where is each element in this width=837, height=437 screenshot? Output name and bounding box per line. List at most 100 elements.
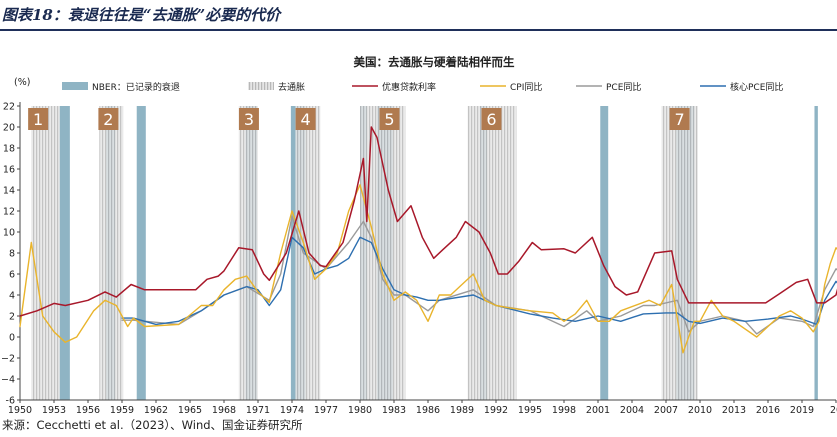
legend-item-nber: NBER：已记录的衰退 [62,81,180,93]
legend: NBER：已记录的衰退 去通胀 优惠贷款利率 CPI同比 PCE同比 核心PCE同比 [62,81,783,93]
x-tick-label: 2004 [620,405,644,416]
y-tick-label: −4 [1,375,15,386]
x-tick-label: 1956 [76,405,100,416]
x-tick-label: 2013 [722,405,746,416]
legend-label: CPI同比 [510,81,542,93]
disinflation-band [467,106,517,400]
episode-badge-label: 2 [103,110,113,129]
series-line-prime-rate [19,126,837,317]
y-tick-label: 6 [9,270,15,281]
x-tick-label: 1983 [382,405,406,416]
x-tick-label: 20 [830,405,837,416]
x-tick-label: 1968 [212,405,236,416]
y-tick-label: 22 [3,102,15,113]
disinflation-band [238,106,258,400]
episode-badge: 3 [238,108,259,130]
x-tick-label: 1974 [280,405,304,416]
disinflation-band [661,106,698,400]
episode-badge-box [98,108,119,130]
y-tick-label: 18 [3,144,15,155]
x-tick-label: 1986 [416,405,440,416]
legend-swatch [62,82,88,90]
y-tick-label: −2 [1,354,15,365]
x-tick-label: 1992 [484,405,508,416]
legend-label: 去通胀 [278,81,305,93]
episode-badge-box [238,108,259,130]
x-tick-label: 1980 [348,405,372,416]
x-tick-label: 1962 [144,405,168,416]
episode-badge-label: 3 [244,110,254,129]
episode-badge-box [295,108,316,130]
y-axis-unit: (%) [14,77,30,88]
y-tick-label: 4 [9,291,15,302]
episode-badge-box [28,108,49,130]
x-tick-label: 1953 [42,405,66,416]
x-tick-label: 2001 [586,405,610,416]
y-tick-label: 2 [9,312,15,323]
episode-badge: 1 [28,108,49,130]
legend-swatch [248,82,274,90]
disinflation-band [99,106,124,400]
y-tick-label: -6 [6,396,15,407]
x-tick-label: 1971 [246,405,270,416]
episode-badge-box [481,108,502,130]
episode-badge-label: 5 [384,110,394,129]
legend-label: NBER：已记录的衰退 [92,81,180,93]
episode-badge: 7 [669,108,690,130]
legend-item-core-pce: 核心PCE同比 [700,81,783,93]
episode-badge: 4 [295,108,316,130]
x-tick-label: 2019 [790,405,814,416]
legend-label: PCE同比 [606,81,641,93]
episode-badge-label: 1 [33,110,43,129]
y-tick-label: 20 [3,123,15,134]
x-tick-label: 2007 [654,405,678,416]
episode-badge: 6 [481,108,502,130]
disinflation-band [360,106,406,400]
disinflation-band [295,106,321,400]
x-tick-label: 1950 [8,405,32,416]
legend-item-pce: PCE同比 [576,81,641,93]
y-tick-label: 14 [3,186,15,197]
disinflation-band [31,106,60,400]
figure-header: 图表18：衰退往往是“去通胀”必要的代价 [0,0,837,40]
y-tick-label: 12 [3,207,15,218]
x-tick-label: 1995 [518,405,542,416]
legend-label: 优惠贷款利率 [382,81,436,93]
x-tick-label: 2010 [688,405,712,416]
x-tick-label: 1977 [314,405,338,416]
chart-title: 美国：去通胀与硬着陆相伴而生 [354,55,515,69]
y-tick-label: 16 [3,165,15,176]
legend-item-cpi: CPI同比 [480,81,542,93]
series-lines [19,126,837,354]
recession-band [136,106,146,400]
episode-badge-box [379,108,400,130]
episode-badge: 5 [379,108,400,130]
episode-badge-label: 7 [675,110,685,129]
recession-band [814,106,818,400]
x-tick-label: 1989 [450,405,474,416]
y-tick-label: 8 [9,249,15,260]
episode-badge: 2 [98,108,119,130]
header-divider [0,29,837,31]
episode-badge-label: 6 [486,110,496,129]
recession-band [600,106,609,400]
episode-badges: 1 2 3 4 5 6 7 [28,108,690,130]
y-tick-label: 0 [9,333,15,344]
series-line-cpi [19,184,837,354]
x-tick-label: 1998 [552,405,576,416]
legend-item-disinflation: 去通胀 [248,81,305,93]
disinflation-bands [31,106,698,400]
source-note: 来源：Cecchetti et al.（2023）、Wind、国金证券研究所 [2,418,303,432]
episode-badge-label: 4 [301,110,311,129]
recession-band [59,106,70,400]
legend-label: 核心PCE同比 [730,81,783,93]
episode-badge-box [669,108,690,130]
x-tick-label: 1965 [178,405,202,416]
x-tick-label: 1959 [110,405,134,416]
figure-title: 图表18：衰退往往是“去通胀”必要的代价 [2,6,281,24]
series-line-pce [121,215,837,335]
y-tick-label: 10 [3,228,15,239]
x-tick-label: 2016 [756,405,780,416]
